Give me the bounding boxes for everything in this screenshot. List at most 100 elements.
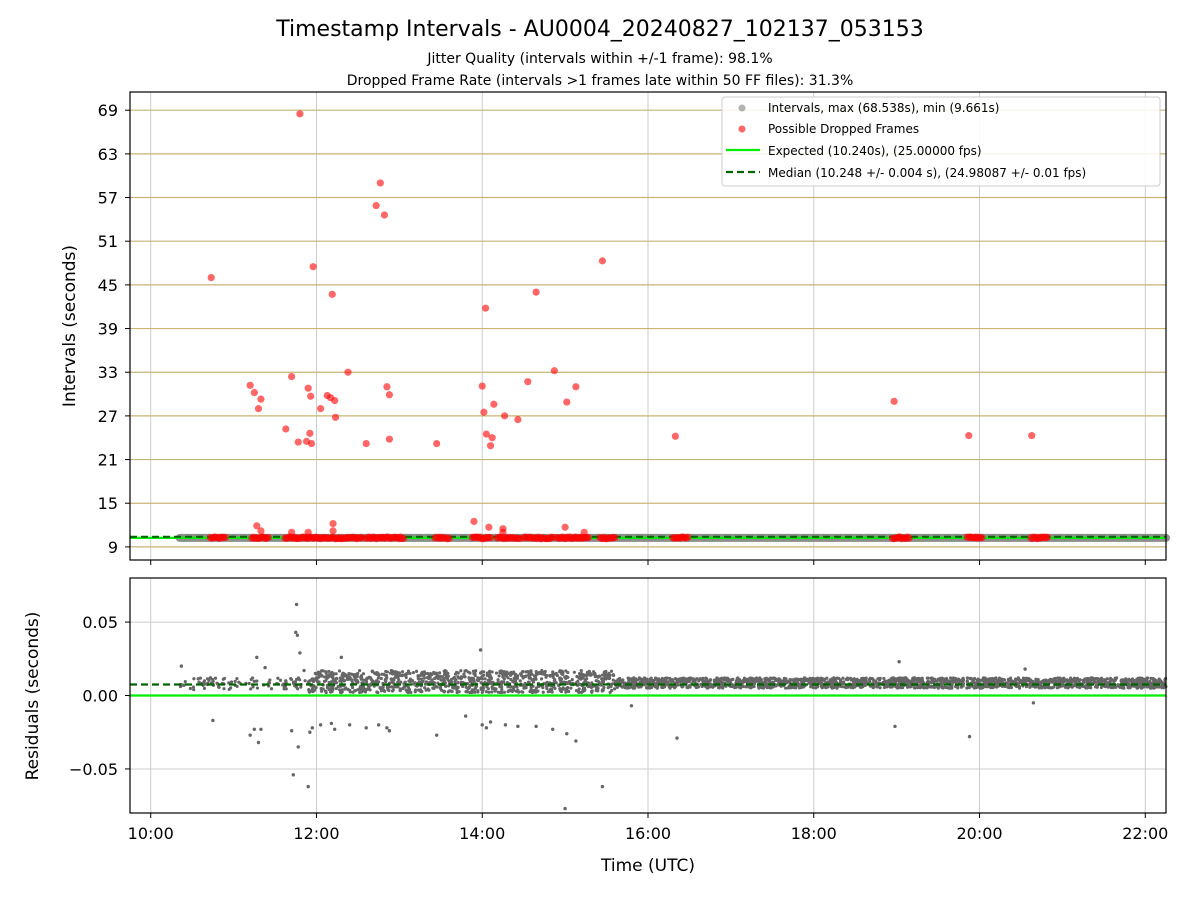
residual-point: [437, 671, 442, 675]
chart-subtitle-dropped: Dropped Frame Rate (intervals >1 frames …: [347, 73, 854, 89]
residual-point: [596, 689, 600, 693]
residual-outlier-point: [248, 733, 252, 737]
residual-point: [394, 674, 398, 679]
residual-point: [464, 685, 468, 689]
residual-point: [611, 678, 615, 682]
residual-point: [331, 672, 335, 676]
residual-point: [284, 687, 288, 691]
dropped-frame-point: [331, 413, 340, 421]
residual-point: [583, 688, 587, 692]
residuals-y-tick-label: 0.00: [82, 687, 118, 706]
x-tick-label: 14:00: [459, 824, 505, 843]
residual-point: [590, 689, 594, 693]
residual-point: [971, 677, 975, 681]
residual-point: [682, 678, 686, 682]
legend-box: [721, 96, 1161, 187]
residual-point: [905, 677, 909, 681]
residual-point: [708, 678, 713, 682]
residual-point: [482, 670, 486, 674]
residual-outlier-point: [600, 784, 605, 789]
residual-point: [355, 678, 359, 683]
intervals-y-tick-label: 57: [98, 189, 118, 208]
residual-point: [654, 682, 658, 686]
dropped-frame-point: [288, 372, 296, 381]
residual-point: [974, 685, 978, 690]
dropped-frame-point: [376, 179, 384, 187]
residual-point: [892, 679, 896, 683]
residual-point: [397, 671, 402, 675]
residual-point: [579, 668, 583, 673]
residual-point: [376, 690, 380, 695]
residual-point: [976, 677, 980, 681]
residual-point: [1006, 685, 1010, 689]
residual-point: [408, 671, 412, 676]
residual-outlier-point: [488, 720, 493, 724]
residual-point: [1105, 677, 1110, 681]
residual-point: [719, 679, 723, 684]
residual-point: [527, 674, 532, 678]
intervals-y-tick-label: 21: [98, 451, 118, 470]
residual-point: [501, 675, 505, 679]
residual-point: [499, 680, 503, 684]
intervals-y-axis-label: Intervals (seconds): [60, 245, 80, 407]
residual-point: [325, 674, 329, 678]
residual-point: [992, 677, 996, 681]
residual-point: [820, 686, 824, 690]
residual-point: [607, 676, 611, 681]
residual-point: [404, 675, 408, 679]
residual-point: [871, 686, 875, 690]
residual-point: [908, 685, 912, 689]
residual-point: [396, 680, 400, 684]
residual-point: [328, 690, 333, 694]
residual-point: [1049, 677, 1054, 681]
residual-point: [774, 678, 779, 682]
residual-point: [1040, 680, 1044, 685]
residual-point: [738, 686, 742, 690]
residual-point: [393, 670, 397, 674]
residual-point: [247, 681, 251, 686]
dropped-frame-point: [1028, 431, 1036, 440]
dropped-frame-point: [304, 528, 312, 536]
residual-point: [960, 678, 964, 682]
residual-point: [413, 688, 418, 692]
residual-point: [312, 689, 316, 693]
residual-point: [455, 688, 459, 692]
residual-point: [391, 688, 395, 692]
residual-outlier-point: [182, 683, 186, 687]
dropped-frame-point: [317, 405, 325, 413]
residual-point: [530, 678, 534, 682]
residual-point: [269, 687, 274, 691]
residual-point: [574, 689, 579, 693]
residuals-y-ticks: 0.05 0.00 −0.05: [69, 613, 130, 779]
residual-point: [520, 674, 524, 678]
residual-outlier-point: [534, 724, 538, 729]
residual-point: [468, 671, 472, 675]
residual-outlier-point: [255, 655, 259, 660]
residual-point: [543, 669, 547, 674]
residual-point: [474, 669, 478, 673]
residuals-y-tick-label: 0.05: [82, 613, 118, 632]
residual-point: [315, 676, 319, 680]
residual-point: [1020, 680, 1024, 684]
residual-point: [433, 676, 437, 681]
residual-point: [566, 670, 570, 675]
residual-point: [453, 672, 458, 676]
residual-outlier-point: [629, 704, 634, 708]
residual-point: [691, 678, 695, 682]
residual-point: [473, 686, 477, 691]
residual-point: [531, 689, 535, 693]
residual-outlier-point: [574, 739, 578, 743]
dropped-frame-point: [1043, 533, 1052, 541]
residual-point: [649, 676, 653, 680]
residual-point: [671, 678, 675, 682]
residual-point: [728, 678, 732, 683]
residual-point: [296, 676, 301, 680]
residual-point: [1053, 676, 1057, 681]
residual-point: [917, 677, 921, 681]
residual-point: [878, 686, 882, 690]
residual-outlier-point: [347, 723, 352, 727]
dropped-frame-point: [328, 290, 336, 298]
residual-point: [919, 684, 923, 688]
residual-point: [882, 676, 886, 681]
